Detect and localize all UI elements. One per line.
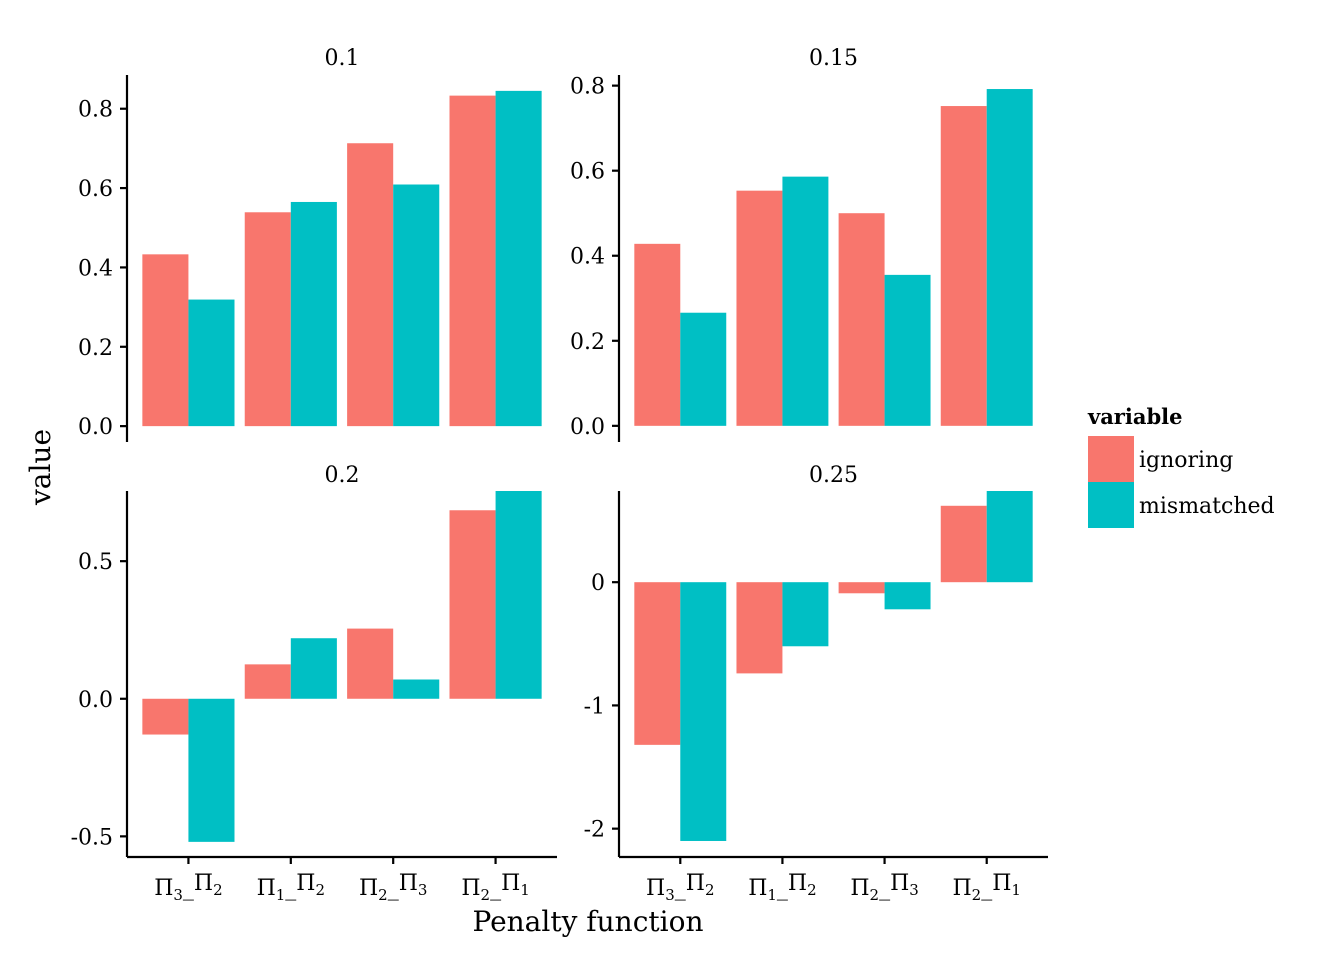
y-tick-label: 0.0 <box>570 415 605 440</box>
y-tick-label: 0.8 <box>570 75 605 100</box>
x-tick-label: Π3_Π2 <box>154 871 222 904</box>
panel-0.1: 0.1 0.0 0.2 0.4 0.6 0.8 <box>78 46 542 442</box>
bar-mismatched-p3_p2 <box>680 582 727 841</box>
x-tick-label: Π1_Π2 <box>748 871 816 904</box>
bar-ignoring-p2_p3 <box>347 628 394 699</box>
x-tick-label: Π2_Π1 <box>952 871 1020 904</box>
panel-0.25: 0.25 -2 -1 0 Π3_Π2 Π1_Π2 Π2_Π3 Π2_Π1 <box>584 463 1048 904</box>
x-tick-label: Π1_Π2 <box>257 871 325 904</box>
bar-ignoring-p2_p3 <box>838 582 885 594</box>
bar-ignoring-p2_p1 <box>449 95 496 427</box>
y-tick-label: 0.8 <box>78 98 113 123</box>
bar-mismatched-p3_p2 <box>680 312 727 426</box>
bar-ignoring-p3_p2 <box>142 254 189 427</box>
y-tick-label: 0.4 <box>570 245 605 270</box>
bar-mismatched-p2_p1 <box>986 89 1033 426</box>
bar-mismatched-p1_p2 <box>290 201 337 427</box>
panel-0.15: 0.15 0.0 0.2 0.4 0.6 0.8 <box>570 46 1033 442</box>
bar-mismatched-p2_p1 <box>495 90 542 427</box>
bar-ignoring-p3_p2 <box>142 698 189 735</box>
legend-label-mismatched: mismatched <box>1139 494 1275 519</box>
y-tick-label: 0.6 <box>570 160 605 185</box>
x-tick-label: Π2_Π3 <box>850 871 918 904</box>
y-axis-title: value <box>24 429 57 506</box>
y-tick-label: 0.4 <box>78 256 113 281</box>
chart-panels: 0.1 0.0 0.2 0.4 0.6 0.8 0.15 0.0 0.2 0.4 0.6 0.8 0.2… <box>71 46 1048 904</box>
bar-ignoring-p3_p2 <box>634 243 681 426</box>
bar-mismatched-p2_p3 <box>393 184 440 427</box>
panel-0.2: 0.2 -0.5 0.0 0.5 Π3_Π2 Π1_Π2 Π2_Π3 Π2_Π1 <box>71 463 557 904</box>
y-tick-label: -0.5 <box>71 825 113 850</box>
y-tick-label: 0.2 <box>78 336 113 361</box>
bar-ignoring-p2_p3 <box>347 143 394 427</box>
panel-title: 0.1 <box>325 46 360 71</box>
y-tick-label: 0.0 <box>78 688 113 713</box>
x-axis-title: Penalty function <box>472 905 703 938</box>
bar-ignoring-p2_p3 <box>838 213 885 426</box>
panel-title: 0.15 <box>809 46 858 71</box>
x-tick-label: Π2_Π3 <box>359 871 427 904</box>
panel-title: 0.2 <box>325 463 360 488</box>
bar-ignoring-p1_p2 <box>244 212 291 427</box>
bar-mismatched-p2_p3 <box>393 679 440 699</box>
y-tick-label: -1 <box>584 694 605 719</box>
legend-key-mismatched <box>1088 482 1134 528</box>
y-tick-label: 0.6 <box>78 177 113 202</box>
bar-ignoring-p1_p2 <box>736 582 783 674</box>
panel-title: 0.25 <box>809 463 858 488</box>
y-tick-label: -2 <box>584 818 605 843</box>
bar-mismatched-p1_p2 <box>782 582 829 647</box>
bar-ignoring-p1_p2 <box>736 190 783 426</box>
bar-mismatched-p1_p2 <box>290 638 337 699</box>
bar-mismatched-p2_p3 <box>884 582 931 610</box>
legend-title: variable <box>1087 404 1182 429</box>
bar-ignoring-p1_p2 <box>244 664 291 699</box>
bar-mismatched-p2_p3 <box>884 274 931 426</box>
bar-ignoring-p2_p1 <box>940 505 987 583</box>
bar-mismatched-p3_p2 <box>188 299 235 427</box>
bar-mismatched-p2_p1 <box>986 491 1033 583</box>
bar-mismatched-p3_p2 <box>188 698 235 842</box>
x-tick-label: Π3_Π2 <box>646 871 714 904</box>
legend-label-ignoring: ignoring <box>1139 448 1233 473</box>
bar-ignoring-p2_p1 <box>449 510 496 699</box>
bar-mismatched-p2_p1 <box>495 491 542 699</box>
x-tick-label: Π2_Π1 <box>461 871 529 904</box>
bar-mismatched-p1_p2 <box>782 176 829 426</box>
y-tick-label: 0.0 <box>78 415 113 440</box>
bar-ignoring-p2_p1 <box>940 106 987 426</box>
legend-key-ignoring <box>1088 436 1134 482</box>
y-tick-label: 0.2 <box>570 330 605 355</box>
y-tick-label: 0 <box>591 571 605 596</box>
y-tick-label: 0.5 <box>78 550 113 575</box>
bar-ignoring-p3_p2 <box>634 582 681 745</box>
legend: variable ignoring mismatched <box>1087 404 1275 528</box>
